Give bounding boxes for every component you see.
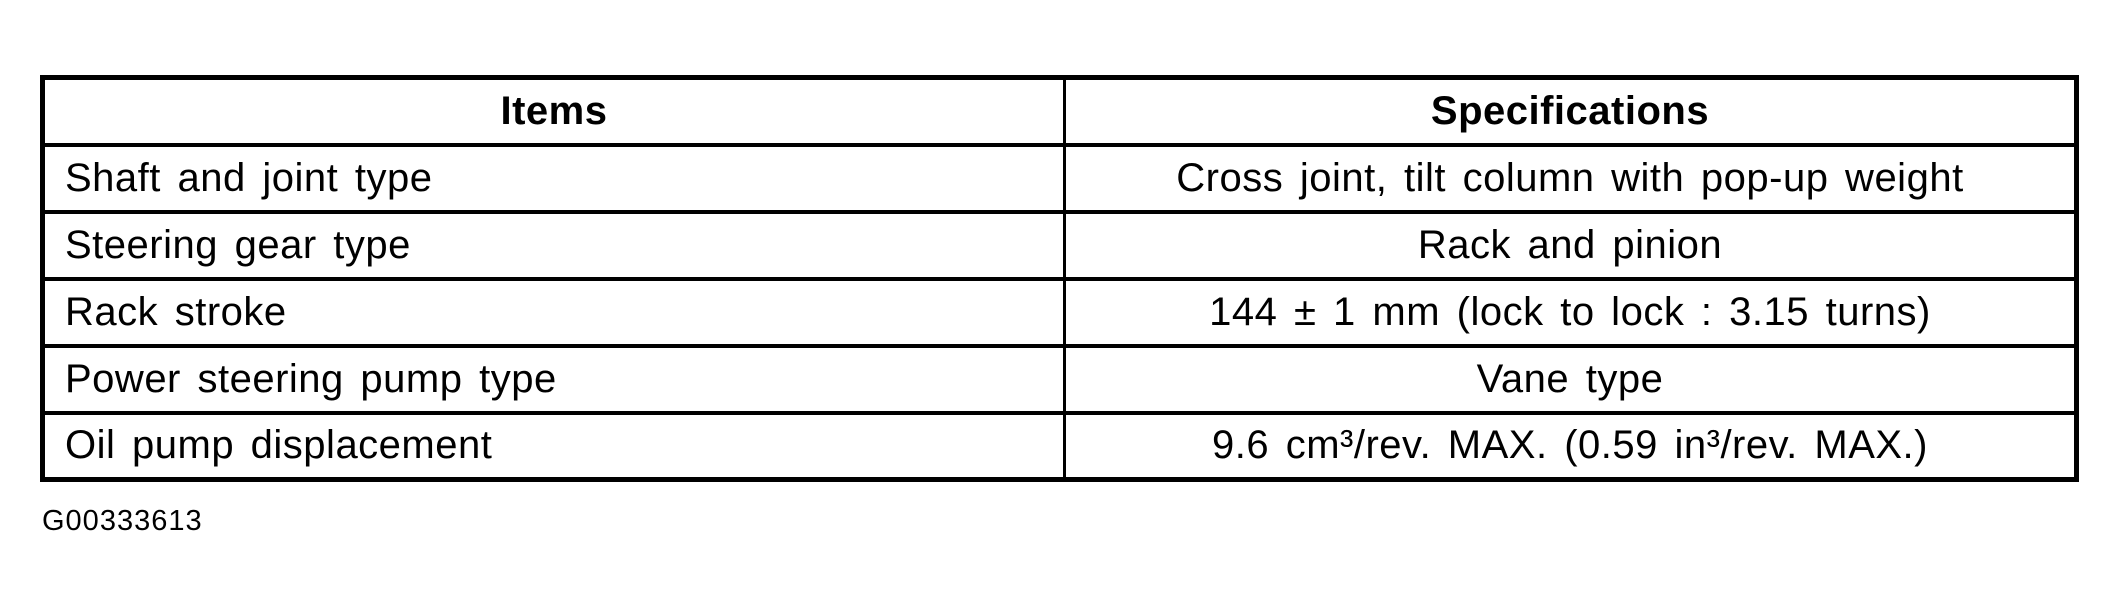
spec-cell: 9.6 cm³/rev. MAX. (0.59 in³/rev. MAX.) [1063,410,2078,482]
table-row: Shaft and joint type Cross joint, tilt c… [41,142,2078,214]
item-cell: Power steering pump type [41,343,1066,415]
specifications-header-cell: Specifications [1063,75,2078,147]
items-header-cell: Items [41,75,1066,147]
spec-cell: Rack and pinion [1063,209,2078,281]
table-row: Steering gear type Rack and pinion [41,209,2078,281]
table-row: Oil pump displacement 9.6 cm³/rev. MAX. … [41,410,2078,482]
table-header: Items Specifications [41,75,2078,147]
table-body: Shaft and joint type Cross joint, tilt c… [41,142,2078,482]
spec-table: Items Specifications Shaft and joint typ… [40,75,2079,482]
header-row: Items Specifications [41,75,2078,147]
table-row: Rack stroke 144 ± 1 mm (lock to lock : 3… [41,276,2078,348]
spec-cell: Cross joint, tilt column with pop-up wei… [1063,142,2078,214]
item-cell: Shaft and joint type [41,142,1066,214]
item-cell: Steering gear type [41,209,1066,281]
item-cell: Oil pump displacement [41,410,1066,482]
figure-code-label: G00333613 [42,505,203,537]
table-row: Power steering pump type Vane type [41,343,2078,415]
specifications-table: Items Specifications Shaft and joint typ… [40,75,2079,482]
spec-cell: 144 ± 1 mm (lock to lock : 3.15 turns) [1063,276,2078,348]
item-cell: Rack stroke [41,276,1066,348]
spec-cell: Vane type [1063,343,2078,415]
